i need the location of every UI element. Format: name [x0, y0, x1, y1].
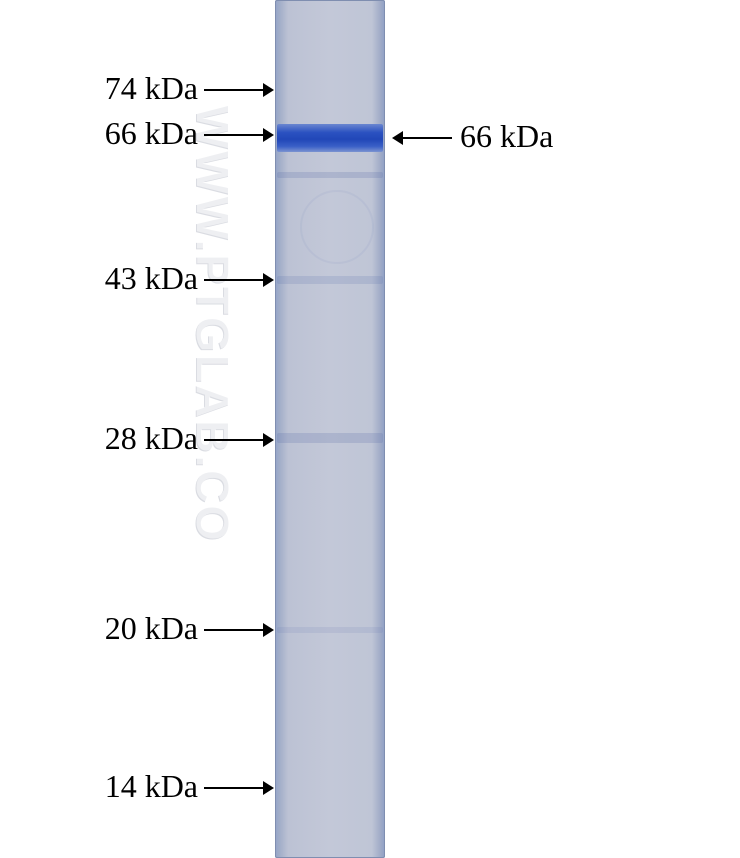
marker-arrow-head	[263, 273, 274, 287]
sample-arrow-shaft	[399, 137, 452, 139]
marker-arrow-shaft	[204, 279, 263, 281]
marker-label: 43 kDa	[0, 260, 198, 297]
marker-label: 28 kDa	[0, 420, 198, 457]
marker-label: 20 kDa	[0, 610, 198, 647]
sample-label-66kda: 66 kDa	[460, 118, 553, 155]
faint-band	[277, 276, 383, 284]
marker-arrow-shaft	[204, 629, 263, 631]
marker-arrow-shaft	[204, 89, 263, 91]
marker-label: 14 kDa	[0, 768, 198, 805]
marker-label: 74 kDa	[0, 70, 198, 107]
sample-arrow-head	[392, 131, 403, 145]
marker-arrow-head	[263, 128, 274, 142]
watermark-text: WWW.PTGLAB.CO	[186, 105, 240, 542]
marker-arrow-shaft	[204, 439, 263, 441]
faint-band	[277, 627, 383, 633]
marker-arrow-shaft	[204, 787, 263, 789]
sample-band-66kda	[277, 124, 383, 152]
gel-figure: WWW.PTGLAB.CO 74 kDa 66 kDa 43 kDa 28 kDa 20…	[0, 0, 740, 858]
faint-band	[277, 433, 383, 443]
marker-arrow-head	[263, 83, 274, 97]
marker-label: 66 kDa	[0, 115, 198, 152]
marker-arrow-head	[263, 781, 274, 795]
marker-arrow-head	[263, 433, 274, 447]
gel-smudge	[300, 190, 374, 264]
faint-band	[277, 172, 383, 178]
marker-arrow-head	[263, 623, 274, 637]
marker-arrow-shaft	[204, 134, 263, 136]
